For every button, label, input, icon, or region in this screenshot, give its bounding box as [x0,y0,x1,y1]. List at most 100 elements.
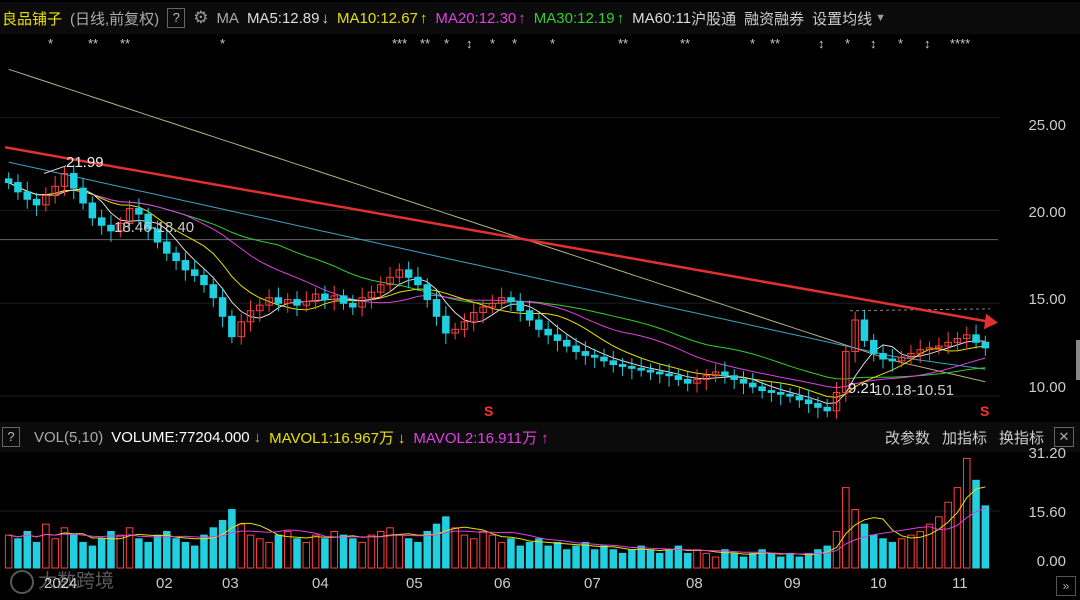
candle [460,321,469,330]
s-marker: S [484,403,494,419]
chevron-down-icon[interactable]: ▼ [875,12,887,24]
volume-bar [265,541,273,569]
volume-bar [683,552,692,569]
candle [330,295,338,301]
signal-marker: * [490,36,495,51]
volume-bar [181,541,190,569]
candle [190,269,199,276]
volume-bar [228,509,236,569]
candle [776,391,785,395]
candle [646,369,655,373]
volume-header: ? VOL(5,10) VOLUME:77204.000 ↓ MAVOL1:16.… [0,422,1080,452]
volume-bar [60,527,69,569]
volume-bar [897,538,906,569]
volume-bar [42,523,50,569]
volume-bar [14,538,22,569]
candle [516,300,525,312]
volume-bar [246,534,255,569]
volume-bar [274,534,283,569]
help-button[interactable]: ? [167,8,186,28]
scroll-handle[interactable] [1076,340,1080,380]
volume-chart[interactable] [0,452,1000,572]
volume-bar [23,530,32,569]
candle [860,319,869,341]
candle [711,371,720,377]
candle [907,352,915,358]
candle [525,310,534,321]
volume-bar [953,487,962,569]
candle [311,293,320,302]
ma20-value: MA20:12.30 ↑ [435,9,526,27]
candle [628,365,636,369]
candle [702,375,711,380]
adjust-mode[interactable]: (日线,前复权) [70,10,160,28]
switch-indicator-button[interactable]: 换指标 [998,429,1044,447]
volume-bar [935,516,943,569]
candle [70,172,78,189]
candle [283,299,292,304]
ma-label: MA [216,9,239,27]
candle [618,364,627,367]
candle [544,328,552,336]
reference-line [849,308,991,312]
candle [116,222,125,232]
volume-bar [832,530,841,569]
candle [135,208,143,215]
volume-bar [646,549,655,569]
range-label-1: 18.46-18.40 [114,219,195,236]
volume-bar [153,534,162,569]
candle [916,349,924,354]
volume-bar [544,545,552,569]
rzrq-link[interactable]: 融资融券 [744,10,805,28]
close-icon[interactable]: ✕ [1054,427,1074,447]
ma60-value: MA60:11 [632,9,692,27]
x-tick-label: 05 [406,575,423,592]
volume-bar [451,527,459,569]
candle [228,315,236,338]
x-tick-label: 07 [584,575,601,592]
low-label: 9.21 [848,380,878,397]
add-indicator-button[interactable]: 加指标 [941,429,987,447]
set-ma-button[interactable]: 设置均线 [812,10,873,28]
candle [107,224,115,232]
watermark: 大数跨境 [10,566,114,594]
volume-bar [497,541,506,569]
signal-marker: * [898,36,903,51]
volume-bar [88,545,97,569]
x-tick-label: 11 [952,575,968,592]
x-tick-label: 06 [494,575,511,592]
candle [404,269,413,278]
stock-name[interactable]: 良品铺子 [2,10,63,28]
volume-bar [665,549,673,569]
candle [293,299,301,306]
candle [730,375,738,380]
volume-bar [32,541,41,569]
candle [581,351,590,356]
candle [804,399,813,405]
ma60-line [8,161,986,370]
signal-marker: ↕ [466,36,473,51]
signal-marker: ** [420,36,430,51]
candle [163,241,171,254]
hgt-link[interactable]: 沪股通 [691,10,737,28]
scroll-right-button[interactable]: » [1056,576,1076,596]
candle [60,172,69,187]
price-chart[interactable]: * ** ** * *** ** * ↕ * * * ** ** * ** ↕ * ↕ * ↕ **** [0,34,1000,424]
candle [656,371,664,375]
change-params-button[interactable]: 改参数 [884,429,930,447]
candle [739,378,748,384]
vol-y-tick-mid: 15.60 [1028,504,1066,521]
chart-header: 良品铺子 (日线,前复权) ? ⚙ MA MA5:12.89 ↓ MA10:12.… [0,2,1080,34]
candle [349,302,357,308]
volume-bar [535,538,543,569]
ma10-value: MA10:12.67 ↑ [336,9,428,27]
gear-icon[interactable]: ⚙ [193,8,209,27]
volume-bar [860,523,869,569]
vol-help-button[interactable]: ? [2,427,20,447]
volume-bar [311,534,320,569]
volume-bar [256,538,264,569]
vol-label: VOL(5,10) [34,428,104,446]
volume-bar [339,534,348,569]
x-tick-label: 2024 [44,575,78,592]
candle [237,321,245,338]
